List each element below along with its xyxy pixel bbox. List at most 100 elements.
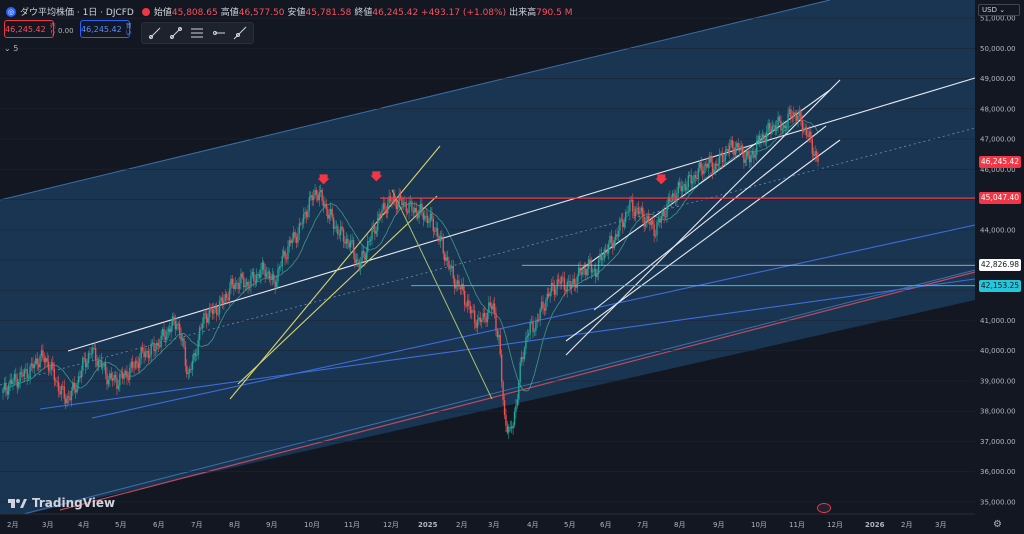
candle-body (354, 253, 356, 263)
candle-body (539, 309, 541, 320)
multi-line-icon[interactable] (189, 25, 205, 41)
candle-body (684, 184, 687, 191)
candle-body (9, 379, 11, 385)
candle-body (814, 151, 816, 156)
candle-body (445, 257, 447, 261)
extended-line-icon[interactable] (232, 25, 248, 41)
candle-body (693, 175, 695, 182)
price-axis-label: 39,000.00 (980, 377, 1016, 385)
candle-body (526, 335, 529, 338)
candle-body (10, 379, 13, 384)
candle-body (37, 363, 40, 368)
candle-body (263, 262, 265, 270)
candle-body (184, 346, 187, 366)
candle-body (144, 352, 147, 358)
candle-body (395, 199, 397, 209)
candle-body (587, 259, 590, 269)
candle-body (198, 327, 201, 340)
candle-body (449, 267, 452, 270)
candle-body (580, 272, 583, 275)
candle-body (234, 283, 236, 289)
candle-body (747, 151, 749, 156)
event-marker-icon[interactable] (817, 503, 831, 513)
time-axis-label: 9月 (713, 521, 724, 529)
candle-body (691, 181, 694, 184)
candle-body (461, 283, 463, 290)
candle-body (586, 268, 588, 276)
time-axis-label: 10月 (304, 521, 320, 529)
candle-body (741, 145, 744, 153)
candle-body (55, 380, 57, 382)
candle-body (793, 112, 795, 118)
sell-button[interactable]: 46,245.42 売り (4, 20, 56, 38)
candle-body (36, 358, 38, 364)
trend-line-icon[interactable] (168, 25, 184, 41)
candle-body (151, 342, 154, 344)
candle-body (164, 336, 167, 340)
candle-body (171, 316, 174, 327)
candle-body (265, 273, 268, 277)
candle-body (112, 378, 114, 381)
candle-body (593, 269, 596, 271)
trend-line (565, 79, 841, 356)
candle-body (774, 125, 776, 131)
candle-body (220, 297, 222, 302)
candle-body (482, 313, 484, 320)
candle-body (758, 135, 761, 142)
candle-body (196, 355, 198, 356)
candle-body (694, 175, 697, 178)
candle-body (338, 234, 340, 236)
candle-body (23, 369, 26, 377)
candle-body (311, 195, 313, 201)
ray-tool-icon[interactable] (147, 25, 163, 41)
buy-button[interactable]: 46,245.42 買い (80, 20, 132, 38)
time-axis-label: 12月 (827, 521, 843, 529)
candle-body (743, 152, 745, 163)
candle-body (500, 354, 503, 383)
candle-body (362, 251, 365, 254)
candle-body (515, 405, 517, 412)
candle-body (600, 253, 603, 261)
candle-body (653, 224, 655, 237)
candle-body (270, 278, 272, 280)
candle-body (143, 350, 145, 358)
candle-body (414, 207, 416, 213)
candle-body (647, 215, 650, 222)
candle-body (607, 244, 610, 254)
candle-body (800, 110, 802, 121)
candle-body (709, 155, 711, 164)
candle-body (689, 175, 691, 176)
price-tag: 45,047.40 (979, 192, 1021, 205)
candle-body (355, 259, 358, 263)
candle-body (244, 285, 246, 288)
candle-body (170, 326, 172, 333)
candle-body (519, 362, 521, 383)
candle-body (213, 308, 215, 314)
candle-body (224, 294, 226, 301)
candle-body (342, 229, 345, 242)
candle-body (711, 162, 714, 173)
candle-body (139, 358, 141, 368)
candle-body (726, 149, 728, 151)
horizontal-ray-icon[interactable] (211, 25, 227, 41)
settings-gear-icon[interactable]: ⚙ (993, 519, 1002, 530)
candle-body (6, 390, 8, 395)
candle-body (463, 290, 466, 306)
candle-body (348, 242, 350, 248)
candle-body (767, 123, 769, 132)
indicators-toggle[interactable]: ⌄ 5 (4, 44, 19, 53)
candle-body (422, 212, 425, 220)
candle-body (565, 289, 567, 292)
candle-body (644, 221, 647, 227)
candle-body (43, 357, 46, 363)
price-tag: 42,826.98 (979, 259, 1021, 272)
currency-selector[interactable]: USD ⌄ (978, 4, 1020, 16)
candle-body (630, 199, 633, 201)
candle-body (552, 282, 554, 287)
candle-body (237, 282, 239, 289)
candle-body (815, 151, 818, 157)
candle-body (335, 226, 338, 228)
price-axis-label: 49,000.00 (980, 75, 1016, 83)
